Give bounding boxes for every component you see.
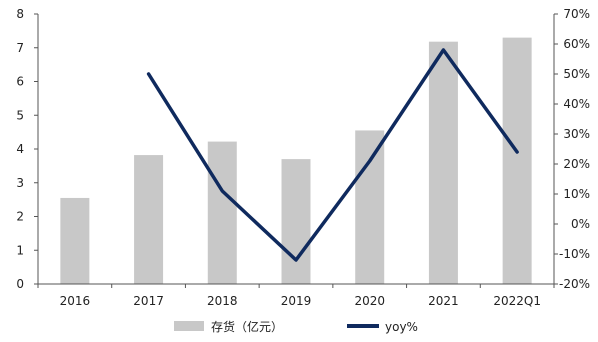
x-tick-label: 2020 — [354, 294, 385, 308]
x-tick-label: 2016 — [60, 294, 91, 308]
x-tick-label: 2019 — [281, 294, 312, 308]
legend-swatch-bar — [174, 321, 204, 331]
right-tick-label: 30% — [563, 127, 590, 141]
right-tick-label: 60% — [563, 37, 590, 51]
bar-2016 — [60, 197, 90, 284]
x-tick-label: 2017 — [133, 294, 164, 308]
bar-2017 — [134, 155, 164, 284]
bars-layer — [60, 37, 532, 284]
right-tick-label: 10% — [563, 187, 590, 201]
left-tick-label: 7 — [16, 41, 24, 55]
bar-2019 — [281, 159, 311, 284]
right-tick-label: 70% — [563, 7, 590, 21]
x-tick-label: 2021 — [428, 294, 459, 308]
right-tick-label: 20% — [563, 157, 590, 171]
legend-label-bar: 存货（亿元） — [211, 319, 283, 334]
left-tick-label: 5 — [16, 108, 24, 122]
bar-2022Q1 — [502, 37, 532, 284]
right-tick-label: -20% — [559, 277, 590, 291]
axes-layer — [34, 13, 558, 288]
series-line-yoy — [146, 48, 519, 262]
left-tick-label: 6 — [16, 75, 24, 89]
legend-label-line: yoy% — [385, 320, 418, 334]
bar-2020 — [355, 130, 385, 284]
x-tick-label: 2022Q1 — [493, 294, 541, 308]
right-tick-label: -10% — [559, 247, 590, 261]
right-tick-label: 40% — [563, 97, 590, 111]
left-tick-label: 1 — [16, 243, 24, 257]
left-tick-label: 2 — [16, 210, 24, 224]
bar-2018 — [207, 141, 237, 284]
left-tick-label: 4 — [16, 142, 24, 156]
ticks-layer: 0 1 2 3 4 5 6 7 8 -20% -10% 0% 10% 20% 30% 40% 50% 60% 70%… — [16, 7, 590, 308]
left-tick-label: 3 — [16, 176, 24, 190]
left-tick-label: 0 — [16, 277, 24, 291]
right-tick-label: 50% — [563, 67, 590, 81]
x-tick-label: 2018 — [207, 294, 238, 308]
line-layer — [146, 48, 519, 262]
left-tick-label: 8 — [16, 7, 24, 21]
right-tick-label: 0% — [571, 217, 590, 231]
bar-2021 — [428, 41, 458, 284]
legend: 存货（亿元） yoy% — [174, 319, 418, 334]
